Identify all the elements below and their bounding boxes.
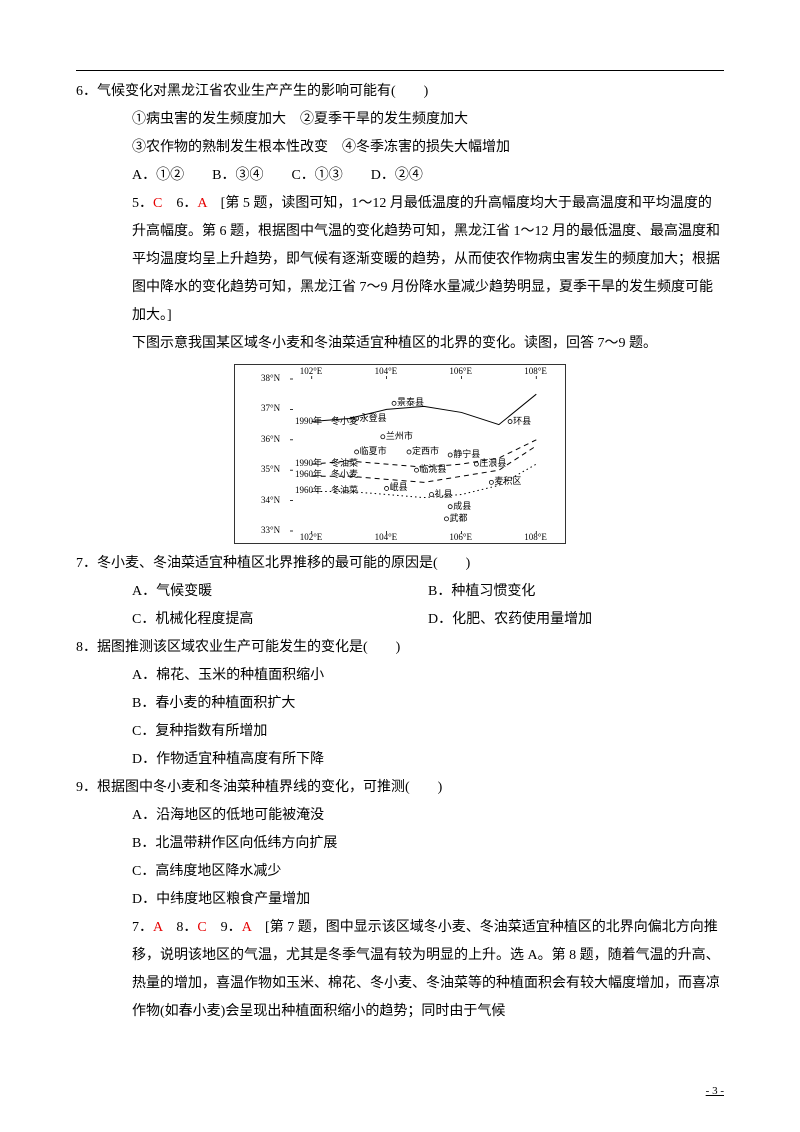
q8-opt-c: C．复种指数有所增加 (76, 718, 724, 746)
q7-opt-c: C．机械化程度提高 (132, 606, 428, 634)
ans7-letter: A (153, 920, 162, 935)
q7-opt-b: B．种植习惯变化 (428, 578, 724, 606)
q8-opt-d: D．作物适宜种植高度有所下降 (76, 746, 724, 774)
answer-7-8-9: 7．A 8．C 9．A [第 7 题，图中显示该区域冬小麦、冬油菜适宜种植区的北… (76, 914, 724, 1026)
q7-opt-a: A．气候变暖 (132, 578, 428, 606)
q6-stem: 6．气候变化对黑龙江省农业生产产生的影响可能有( ) (76, 78, 724, 106)
top-rule (76, 70, 724, 71)
ans7-lead: 7． (132, 920, 153, 935)
q7-stem: 7．冬小麦、冬油菜适宜种植区北界推移的最可能的原因是( ) (76, 550, 724, 578)
q9-opt-b: B．北温带耕作区向低纬方向扩展 (76, 830, 724, 858)
ans5-letter: C (153, 196, 162, 211)
answer-5-6: 5．C 6．A [第 5 题，读图可知，1～12 月最低温度的升高幅度均大于最高… (76, 190, 724, 330)
page-footer: - 3 - (706, 1080, 724, 1102)
q8-opt-b: B．春小麦的种植面积扩大 (76, 690, 724, 718)
map-figure: 102°E102°E104°E104°E106°E106°E108°E108°E… (234, 364, 566, 544)
ans6-lead: 6． (162, 196, 197, 211)
q9-opt-a: A．沿海地区的低地可能被淹没 (76, 802, 724, 830)
ans8-lead: 8． (162, 920, 197, 935)
ans56-text: [第 5 题，读图可知，1～12 月最低温度的升高幅度均大于最高温度和平均温度的… (132, 196, 720, 323)
q9-opt-d: D．中纬度地区粮食产量增加 (76, 886, 724, 914)
q8-opt-a: A．棉花、玉米的种植面积缩小 (76, 662, 724, 690)
q7-opt-d: D．化肥、农药使用量增加 (428, 606, 724, 634)
ans5-lead: 5． (132, 196, 153, 211)
q9-opt-c: C．高纬度地区降水减少 (76, 858, 724, 886)
page-number: - 3 - (706, 1085, 724, 1097)
q9-stem: 9．根据图中冬小麦和冬油菜种植界线的变化，可推测( ) (76, 774, 724, 802)
ans6-letter: A (197, 196, 206, 211)
ans9-letter: A (242, 920, 251, 935)
q6-choices: A．①② B．③④ C．①③ D．②④ (76, 162, 724, 190)
ans9-lead: 9． (207, 920, 242, 935)
ans8-letter: C (197, 920, 206, 935)
map-svg (235, 365, 567, 545)
q6-sub1: ①病虫害的发生频度加大 ②夏季干旱的发生频度加大 (76, 106, 724, 134)
q6-sub2: ③农作物的熟制发生根本性改变 ④冬季冻害的损失大幅增加 (76, 134, 724, 162)
intro-7-9: 下图示意我国某区域冬小麦和冬油菜适宜种植区的北界的变化。读图，回答 7～9 题。 (76, 330, 724, 358)
q8-stem: 8．据图推测该区域农业生产可能发生的变化是( ) (76, 634, 724, 662)
